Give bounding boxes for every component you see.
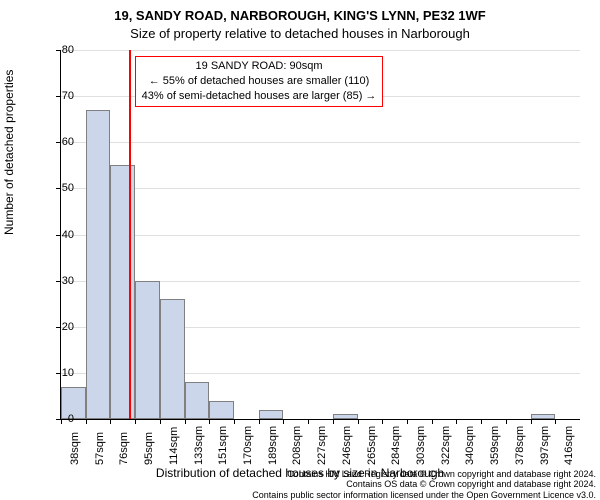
bar [531,414,556,419]
info-line-1: 19 SANDY ROAD: 90sqm [142,59,377,74]
bar [160,299,185,419]
xtick-label: 189sqm [267,426,279,465]
caption-line-3: Contains public sector information licen… [252,490,596,500]
ytick-label: 0 [44,413,74,425]
caption-line-1: Contains HM Land Registry data © Crown c… [287,469,596,479]
xtick-label: 227sqm [316,426,328,465]
chart-subtitle: Size of property relative to detached ho… [0,26,600,41]
xtick-label: 114sqm [168,427,180,465]
xtick-label: 284sqm [390,426,402,465]
info-line-2: ← 55% of detached houses are smaller (11… [142,74,377,89]
xtick-label: 359sqm [489,426,501,465]
ytick-label: 10 [44,367,74,379]
xtick-mark [160,419,161,424]
xtick-label: 340sqm [464,426,476,465]
xtick-label: 265sqm [366,426,378,465]
xtick-mark [185,419,186,424]
caption-line-2: Contains OS data © Crown copyright and d… [346,479,596,489]
ytick-label: 40 [44,229,74,241]
xtick-label: 76sqm [118,432,130,465]
xtick-mark [506,419,507,424]
xtick-label: 133sqm [193,426,205,465]
xtick-mark [481,419,482,424]
xtick-label: 151sqm [217,426,229,465]
xtick-label: 170sqm [242,426,254,465]
gridline [61,188,580,189]
bar [135,281,160,419]
ytick-label: 60 [44,136,74,148]
y-axis-label: Number of detached properties [2,70,16,235]
info-line-3: 43% of semi-detached houses are larger (… [142,89,377,104]
xtick-mark [110,419,111,424]
xtick-mark [209,419,210,424]
chart-title: 19, SANDY ROAD, NARBOROUGH, KING'S LYNN,… [0,8,600,23]
xtick-label: 38sqm [69,432,81,465]
xtick-label: 378sqm [514,426,526,465]
xtick-label: 208sqm [291,426,303,465]
ytick-label: 30 [44,275,74,287]
ytick-label: 70 [44,90,74,102]
plot-area: 19 SANDY ROAD: 90sqm← 55% of detached ho… [60,50,580,420]
bar [209,401,234,419]
bar [110,165,135,419]
gridline [61,142,580,143]
xtick-mark [555,419,556,424]
xtick-mark [86,419,87,424]
xtick-mark [308,419,309,424]
gridline [61,50,580,51]
bar [333,414,358,419]
xtick-mark [531,419,532,424]
xtick-mark [135,419,136,424]
xtick-mark [456,419,457,424]
xtick-mark [234,419,235,424]
xtick-mark [358,419,359,424]
xtick-label: 95sqm [143,432,155,465]
ytick-label: 50 [44,182,74,194]
xtick-label: 57sqm [94,432,106,465]
xtick-mark [407,419,408,424]
bar [259,410,284,419]
xtick-mark [382,419,383,424]
marker-line [129,50,131,419]
xtick-label: 397sqm [539,426,551,465]
gridline [61,235,580,236]
xtick-mark [432,419,433,424]
bar [185,382,210,419]
xtick-label: 322sqm [440,426,452,465]
xtick-label: 246sqm [341,426,353,465]
caption: Contains HM Land Registry data © Crown c… [90,469,596,500]
ytick-label: 80 [44,44,74,56]
bar [86,110,111,419]
xtick-mark [259,419,260,424]
ytick-label: 20 [44,321,74,333]
xtick-label: 416sqm [563,426,575,465]
xtick-mark [333,419,334,424]
xtick-mark [283,419,284,424]
xtick-label: 303sqm [415,426,427,465]
info-box: 19 SANDY ROAD: 90sqm← 55% of detached ho… [135,56,384,107]
